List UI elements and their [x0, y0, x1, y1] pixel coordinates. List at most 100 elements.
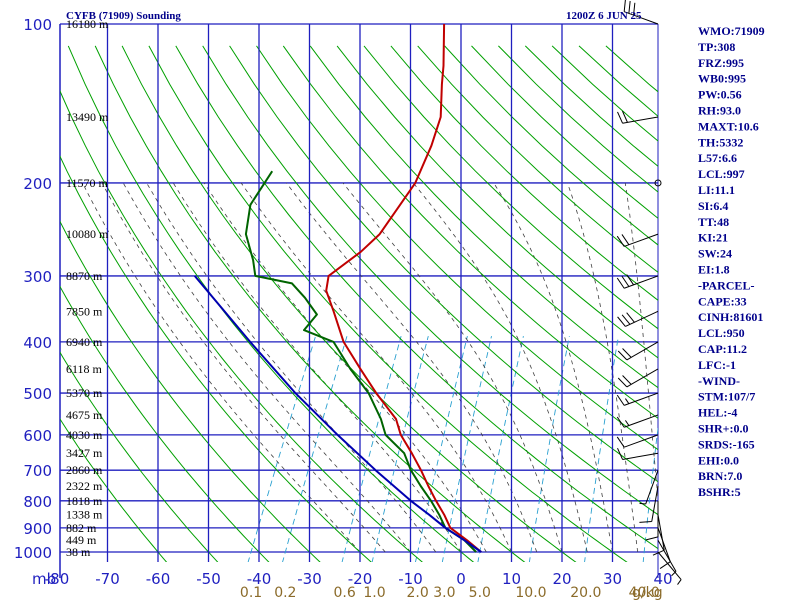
wind-barb-staff: [657, 551, 682, 580]
height-label: 6940 m: [66, 335, 103, 349]
height-label: 13490 m: [66, 110, 109, 124]
sounding-index-line: -PARCEL-: [698, 278, 754, 292]
wind-barb-staff: [657, 514, 665, 551]
pressure-label: 400: [23, 334, 52, 352]
height-label: 16180 m: [66, 17, 109, 31]
temperature-tick-label: 20: [552, 570, 571, 588]
wind-barb-staff: [624, 233, 659, 247]
wind-barb-staff: [626, 368, 659, 388]
dry-adiabat: [282, 45, 658, 419]
wind-barb-staff: [657, 539, 677, 572]
wind-barb-staff: [651, 485, 659, 522]
moist-adiabats: [82, 182, 658, 553]
dry-adiabat: [229, 45, 658, 483]
mixing-ratio-line: [584, 336, 619, 562]
wind-barb-flag: [621, 314, 631, 325]
dry-adiabats: [60, 45, 658, 562]
height-label: 5370 m: [66, 386, 103, 400]
sounding-index-line: BRN:7.0: [698, 469, 742, 483]
sounding-indices: WMO:71909 TP:308 FRZ:995 WB0:995 PW:0.56 RH:9…: [698, 24, 765, 499]
wind-barb-flag: [616, 436, 625, 448]
wind-barb-flag: [617, 316, 626, 327]
wind-barb-staff: [624, 11, 659, 25]
sounding-index-line: SHR+:0.0: [698, 422, 749, 436]
sounding-index-line: HEL:-4: [698, 406, 737, 420]
height-label: 6118 m: [66, 362, 103, 376]
isotherms: [106, 24, 614, 562]
temperature-tick-label: -70: [95, 570, 120, 588]
valid-time: 1200Z 6 JUN 25: [566, 10, 642, 22]
grid-layer: [59, 23, 659, 578]
sounding-index-line: BSHR:5: [698, 485, 741, 499]
sounding-index-line: SI:6.4: [698, 199, 728, 213]
mixing-ratio-label: 0.2: [274, 585, 296, 600]
wind-barb-staff: [624, 275, 659, 289]
sounding-index-line: SRDS:-165: [698, 437, 755, 451]
sounding-index-line: LCL:950: [698, 326, 745, 340]
temperature-trace: [325, 24, 482, 553]
dewpoint-trace: [244, 170, 477, 553]
pressure-label: 200: [23, 175, 52, 193]
mixing-ratio-label: 10.0: [515, 585, 546, 600]
mixing-ratio-label: 40.0: [629, 585, 660, 600]
wind-barb-staff: [622, 452, 659, 460]
wind-barb-flag: [621, 275, 630, 287]
sounding-index-line: WMO:71909: [698, 24, 765, 38]
height-label: 10080 m: [66, 227, 109, 241]
temperature-tick-label: -80: [45, 570, 70, 588]
sounding-index-line: EHI:0.0: [698, 453, 739, 467]
sounding-index-line: LFC:-1: [698, 358, 736, 372]
temperature-tick-label: -10: [398, 570, 423, 588]
wind-barb-flag: [616, 394, 625, 406]
wind-barb-flag: [617, 447, 624, 460]
wind-barb-flag: [626, 274, 634, 286]
wind-barb-half-flag: [624, 420, 630, 426]
wind-barb-staff: [622, 116, 659, 124]
sounding-index-line: EI:1.8: [698, 263, 730, 277]
mixing-ratio-line: [371, 335, 429, 562]
height-labels: 16180 m 13490 m 11570 m 10080 m 8870 m 7850 m…: [66, 17, 109, 559]
sounding-index-line: CAPE:33: [698, 294, 747, 308]
temperature-tick-label: -60: [146, 570, 171, 588]
dry-adiabat: [202, 45, 658, 516]
wind-barb-flag: [617, 377, 628, 388]
height-label: 2860 m: [66, 463, 103, 477]
temperature-tick-label: -30: [297, 570, 322, 588]
temperature-tick-label: 0: [456, 570, 466, 588]
mixing-ratio-label: 5.0: [469, 585, 491, 600]
wind-barb-flag: [617, 350, 628, 361]
wind-barb-staff: [626, 341, 659, 361]
mixing-ratio-label: 3.0: [433, 585, 455, 600]
wind-barbs: [616, 0, 682, 585]
temperature-tick-label: 30: [603, 570, 622, 588]
sounding-index-line: L57:6.6: [698, 151, 737, 165]
mixing-ratio-line: [415, 335, 468, 562]
mixing-ratio-label: 0.1: [240, 585, 262, 600]
sounding-index-line: LI:11.1: [698, 183, 735, 197]
sounding-index-line: LCL:997: [698, 167, 745, 181]
mixing-ratio-label: 0.6: [333, 585, 355, 600]
calm-wind-marker: [654, 179, 662, 187]
wind-barb-half-flag: [624, 398, 630, 404]
pressure-label: 1000: [14, 544, 52, 562]
height-label: 3427 m: [66, 446, 103, 460]
mixing-ratio-line: [247, 335, 317, 562]
dry-adiabat: [94, 45, 526, 562]
height-label: 4030 m: [66, 428, 103, 442]
sounding-index-line: FRZ:995: [698, 56, 744, 70]
wind-barb-half-flag: [639, 502, 646, 505]
pressure-label: 100: [23, 16, 52, 34]
wind-barb-flag: [617, 111, 624, 124]
height-label: 7850 m: [66, 304, 103, 318]
sounding-index-line: WB0:995: [698, 72, 746, 86]
temperature-tick-label: 40: [653, 570, 672, 588]
wind-barb-flag: [622, 348, 632, 358]
dry-adiabat: [175, 45, 658, 550]
moist-adiabat: [342, 182, 563, 553]
sounding-index-line: PW:0.56: [698, 88, 742, 102]
dry-adiabat: [363, 45, 658, 330]
mixing-ratio-line: [528, 336, 570, 562]
wind-barb-staff: [624, 434, 659, 448]
wind-barb-staff: [645, 470, 659, 505]
